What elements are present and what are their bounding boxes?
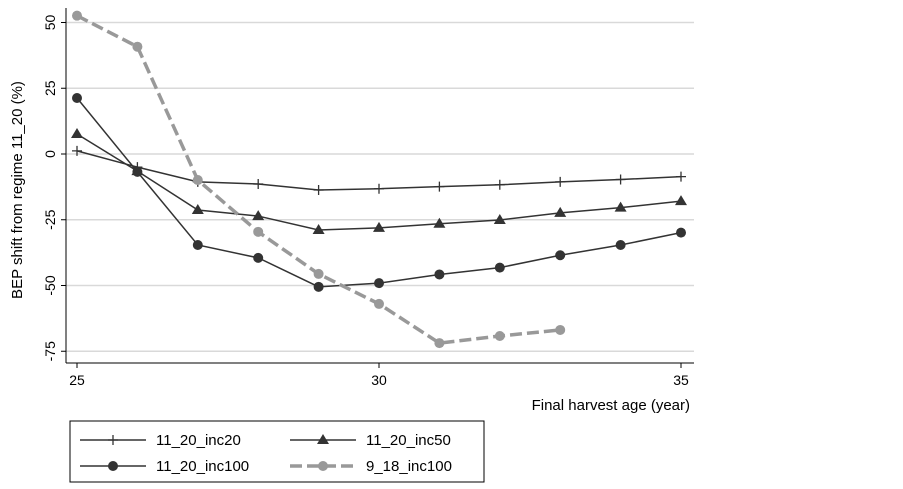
data-point — [191, 204, 204, 215]
data-point — [434, 269, 445, 280]
series-11_20_inc50 — [71, 128, 687, 235]
data-point — [373, 221, 385, 232]
x-tick-label: 25 — [69, 372, 85, 388]
legend-marker — [108, 461, 118, 471]
data-point — [132, 41, 143, 52]
legend-marker — [318, 461, 328, 471]
data-point — [676, 227, 686, 238]
data-point — [615, 174, 626, 185]
data-point — [555, 250, 566, 261]
x-tick-label: 30 — [371, 372, 387, 388]
data-point — [434, 181, 445, 192]
series-9_18_inc100 — [72, 10, 566, 349]
legend-item: 11_20_inc20 — [80, 432, 241, 449]
x-axis-label: Final harvest age (year) — [532, 397, 690, 414]
data-point — [555, 176, 566, 187]
data-point — [554, 206, 567, 217]
data-point — [71, 128, 83, 139]
y-tick-label: 50 — [42, 15, 58, 31]
axes: 50 25 0 -25 -50 -75 25 30 35 — [42, 8, 694, 388]
data-point — [132, 166, 143, 177]
data-point — [494, 179, 505, 190]
legend-label: 9_18_inc100 — [366, 458, 452, 475]
data-point — [252, 210, 265, 221]
series-11_20_inc100 — [72, 92, 686, 292]
y-tick-label: -25 — [42, 209, 58, 229]
legend-label: 11_20_inc50 — [366, 432, 451, 449]
legend-item: 11_20_inc100 — [80, 458, 249, 475]
legend-label: 11_20_inc100 — [156, 458, 249, 475]
data-point — [253, 178, 264, 189]
data-point — [253, 252, 264, 263]
data-point — [494, 330, 505, 341]
y-tick-label: 25 — [42, 80, 58, 96]
data-point — [493, 214, 506, 225]
data-point — [192, 175, 203, 186]
legend-label: 11_20_inc20 — [156, 432, 241, 449]
data-point — [72, 92, 82, 103]
data-point — [192, 239, 203, 250]
data-point — [253, 226, 264, 237]
legend-item: 11_20_inc50 — [290, 432, 451, 449]
data-point — [434, 338, 445, 349]
legend-item: 9_18_inc100 — [290, 458, 452, 475]
series-group — [71, 10, 687, 349]
data-point — [374, 183, 384, 194]
data-point — [615, 239, 626, 250]
data-point — [374, 298, 384, 309]
data-point — [614, 201, 627, 212]
legend-marker — [108, 435, 118, 445]
data-point — [494, 262, 505, 273]
data-point — [313, 185, 324, 196]
legend: 11_20_inc20 11_20_inc50 11_20_inc100 9_18_i… — [69, 420, 485, 483]
legend-box — [69, 420, 485, 483]
legend-marker — [317, 434, 329, 444]
data-point — [312, 224, 325, 235]
data-point — [313, 281, 324, 292]
data-point — [374, 278, 384, 289]
y-tick-label: 0 — [42, 150, 58, 158]
data-point — [433, 217, 446, 228]
series-line — [76, 133, 682, 231]
y-tick-label: -50 — [42, 275, 58, 295]
y-tick-label: -75 — [42, 341, 58, 361]
y-axis-label: BEP shift from regime 11_20 (%) — [9, 81, 26, 299]
data-point — [313, 268, 324, 279]
data-point — [72, 145, 82, 156]
data-point — [72, 10, 82, 21]
data-point — [555, 324, 566, 335]
data-point — [675, 195, 687, 206]
x-tick-label: 35 — [673, 372, 689, 388]
data-point — [676, 171, 686, 182]
